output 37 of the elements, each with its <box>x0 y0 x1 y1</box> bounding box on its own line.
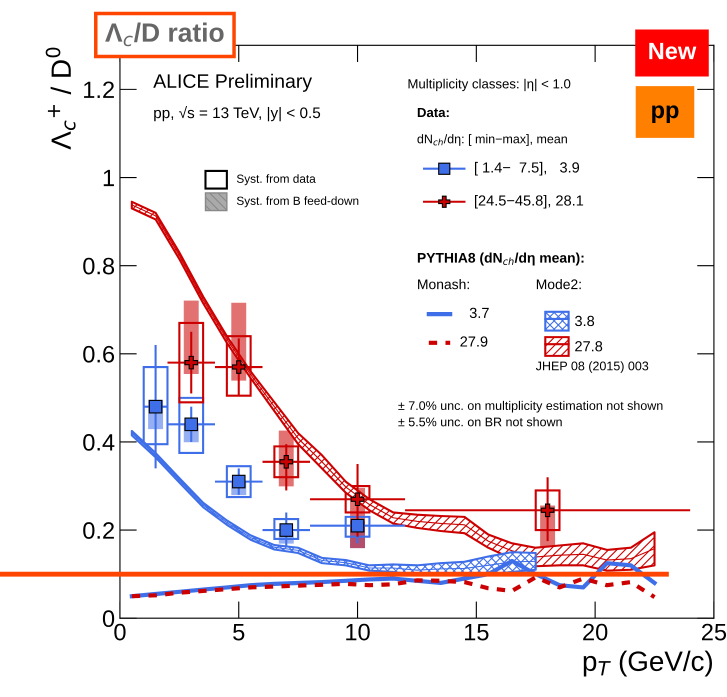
annotation: Multiplicity classes: |η| < 1.0 <box>408 78 570 92</box>
legend-label: [ 1.4− 7.5], 3.9 <box>474 162 580 176</box>
annotation: Monash: <box>418 279 469 290</box>
y-axis-title: Λ$_{c}$$^{+}$ / D$^{0}$ <box>46 48 76 150</box>
x-axis-title: p$_{T}$ (GeV/c) <box>584 650 712 677</box>
y-tick-label: 0 <box>102 610 114 628</box>
x-tick-label: 0 <box>114 624 126 640</box>
annotation: Syst. from data <box>236 174 316 186</box>
y-tick-label: 1 <box>104 170 114 186</box>
annotation: Λ$_{c}$/D ratio <box>105 22 224 46</box>
annotation: ± 5.5% unc. on BR not shown <box>398 417 562 426</box>
y-tick-label: 1.2 <box>84 81 114 98</box>
annotation: New <box>649 42 696 60</box>
x-tick-label: 5 <box>233 624 244 640</box>
annotation: pp <box>652 105 678 124</box>
legend-label: 3.8 <box>575 316 594 326</box>
y-tick-label: 0.6 <box>83 346 114 363</box>
x-tick-label: 10 <box>346 624 370 640</box>
annotation: Data: <box>418 108 449 118</box>
legend-label: 3.7 <box>470 308 489 318</box>
annotation: Mode2: <box>536 279 581 290</box>
x-tick-label: 25 <box>702 624 726 640</box>
annotation: PYTHIA8 (dN$_{ch}$/dη mean): <box>418 252 584 266</box>
annotation: JHEP 08 (2015) 003 <box>536 361 648 373</box>
annotation: dN$_{ch}$/dη: [ min−max], mean <box>417 134 567 146</box>
annotation: Syst. from B feed-down <box>236 196 358 208</box>
annotation: pp, √s = 13 TeV, |y| < 0.5 <box>154 106 320 122</box>
annotation: ALICE Preliminary <box>153 74 312 92</box>
x-tick-label: 20 <box>583 624 608 640</box>
annotation: ± 7.0% unc. on multiplicity estimation not shown <box>398 400 662 413</box>
y-tick-label: 0.2 <box>83 522 114 539</box>
legend-label: 27.9 <box>460 336 488 347</box>
x-tick-label: 15 <box>465 624 488 640</box>
legend-label: 27.8 <box>575 341 602 352</box>
y-tick-label: 0.8 <box>83 258 114 274</box>
y-tick-label: 0.4 <box>83 434 114 451</box>
legend-label: [24.5−45.8], 28.1 <box>474 194 584 209</box>
